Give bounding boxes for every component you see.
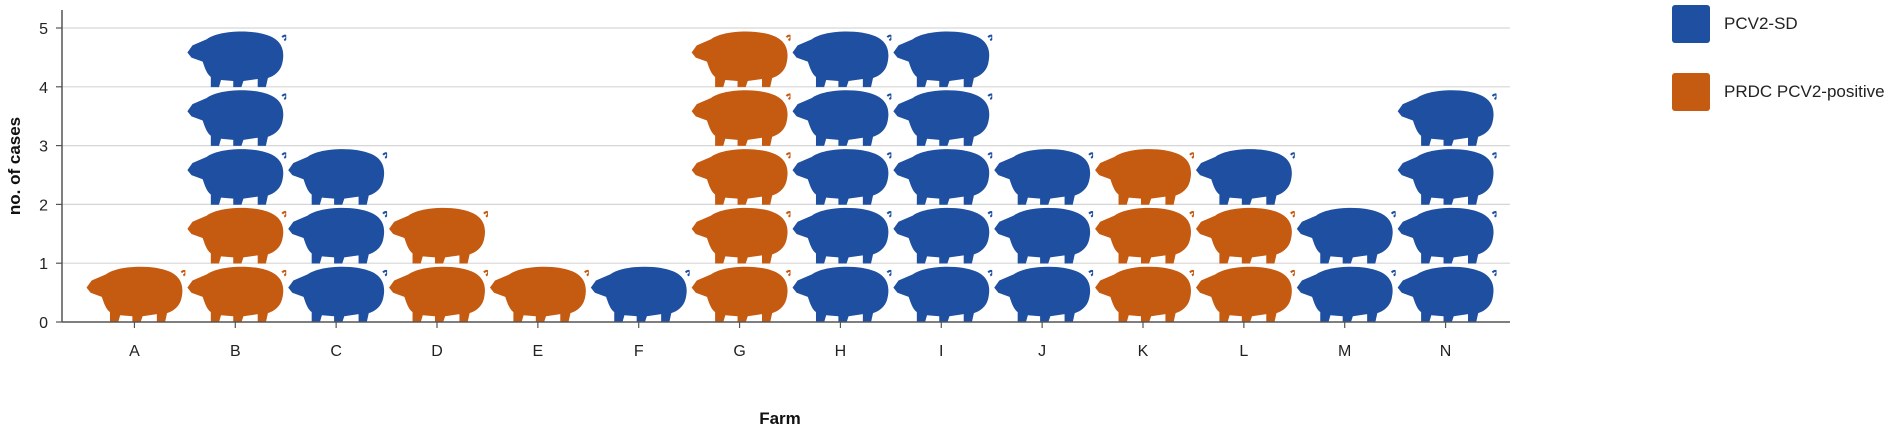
- y-axis-title: no. of cases: [5, 117, 24, 215]
- x-tick-label-N: N: [1440, 343, 1452, 360]
- y-tick-label-2: 2: [39, 197, 48, 214]
- x-tick-label-K: K: [1138, 343, 1149, 360]
- legend-swatch-prdc: [1672, 73, 1710, 111]
- pig-mark-J-pcv2-sd-1: [993, 265, 1094, 324]
- pig-mark-I-pcv2-sd-1: [892, 265, 993, 324]
- pig-mark-H-pcv2-sd-3: [791, 148, 892, 206]
- pig-mark-A-prdc-pcv2-positive-1: [85, 265, 186, 324]
- y-tick-labels: 0 1 2 3 4 5: [39, 21, 62, 332]
- pig-mark-D-prdc-pcv2-positive-2: [388, 206, 488, 265]
- x-tick-label-M: M: [1338, 343, 1351, 360]
- x-axis-title: Farm: [759, 409, 801, 428]
- y-tick-label-4: 4: [39, 80, 48, 97]
- pictogram-bar-chart: 0 1 2 3 4 5 A B C D E F G H I J K L M N Farm no. of cases: [5, 10, 1510, 428]
- x-tick-label-A: A: [129, 343, 140, 360]
- pig-mark-B-prdc-pcv2-positive-2: [186, 206, 287, 265]
- legend-item-prdc-pcv2-positive: PRDC PCV2-positive: [1672, 72, 1900, 112]
- x-tick-label-H: H: [835, 343, 847, 360]
- pig-mark-E-prdc-pcv2-positive-1: [488, 265, 589, 324]
- pig-mark-L-prdc-pcv2-positive-1: [1194, 265, 1295, 324]
- legend-item-pcv2-sd: PCV2-SD: [1672, 4, 1900, 44]
- pig-mark-C-pcv2-sd-3: [287, 148, 388, 206]
- pig-mark-M-pcv2-sd-1: [1295, 265, 1396, 324]
- pig-mark-G-prdc-pcv2-positive-3: [690, 148, 791, 206]
- y-tick-label-5: 5: [39, 21, 48, 38]
- x-tick-label-I: I: [939, 343, 943, 360]
- x-tick-labels: A B C D E F G H I J K L M N: [129, 322, 1451, 360]
- pig-mark-M-pcv2-sd-2: [1295, 206, 1396, 265]
- axes: [61, 10, 1510, 323]
- pig-mark-N-pcv2-sd-1: [1396, 265, 1497, 324]
- pig-mark-B-pcv2-sd-3: [186, 30, 287, 89]
- x-tick-label-F: F: [634, 343, 644, 360]
- pig-mark-B-pcv2-sd-2: [186, 89, 287, 147]
- pig-mark-K-prdc-pcv2-positive-1: [1094, 265, 1194, 324]
- pig-mark-G-prdc-pcv2-positive-5: [690, 30, 791, 89]
- pig-mark-H-pcv2-sd-4: [791, 89, 892, 147]
- pig-mark-H-pcv2-sd-2: [791, 206, 892, 265]
- x-tick-label-G: G: [733, 343, 745, 360]
- pig-mark-G-prdc-pcv2-positive-1: [690, 265, 791, 324]
- y-tick-label-3: 3: [39, 139, 48, 156]
- x-tick-label-E: E: [533, 343, 544, 360]
- pig-mark-F-pcv2-sd-1: [589, 265, 690, 324]
- x-tick-label-J: J: [1038, 343, 1046, 360]
- pig-mark-C-pcv2-sd-2: [287, 206, 388, 265]
- pig-mark-K-prdc-pcv2-positive-2: [1094, 206, 1194, 265]
- pig-mark-L-pcv2-sd-1: [1194, 148, 1295, 206]
- x-tick-label-C: C: [330, 343, 342, 360]
- legend: PCV2-SD PRDC PCV2-positive: [1672, 4, 1900, 140]
- x-tick-label-D: D: [431, 343, 443, 360]
- pig-mark-N-pcv2-sd-3: [1396, 148, 1497, 206]
- pig-mark-J-pcv2-sd-2: [993, 206, 1094, 265]
- pig-mark-L-prdc-pcv2-positive-2: [1194, 206, 1295, 265]
- pig-mark-B-prdc-pcv2-positive-1: [186, 265, 287, 324]
- y-tick-label-1: 1: [39, 256, 48, 273]
- pig-mark-H-pcv2-sd-5: [791, 30, 892, 89]
- legend-label-prdc: PRDC PCV2-positive: [1724, 82, 1885, 101]
- pig-marks: [85, 30, 1497, 324]
- pig-mark-B-pcv2-sd-1: [186, 148, 287, 206]
- legend-label-pcv2-sd: PCV2-SD: [1724, 14, 1798, 33]
- pig-mark-G-prdc-pcv2-positive-2: [690, 206, 791, 265]
- pig-mark-N-pcv2-sd-2: [1396, 206, 1497, 265]
- pig-mark-N-pcv2-sd-4: [1396, 89, 1497, 147]
- x-tick-label-L: L: [1239, 343, 1248, 360]
- x-tick-label-B: B: [230, 343, 241, 360]
- pig-mark-I-pcv2-sd-5: [892, 30, 993, 89]
- pig-mark-I-pcv2-sd-3: [892, 148, 993, 206]
- pig-mark-J-pcv2-sd-3: [993, 148, 1094, 206]
- pig-mark-C-pcv2-sd-1: [287, 265, 388, 324]
- pig-mark-H-pcv2-sd-1: [791, 265, 892, 324]
- pig-mark-D-prdc-pcv2-positive-1: [388, 265, 488, 324]
- legend-swatch-pcv2-sd: [1672, 5, 1710, 43]
- pig-mark-K-prdc-pcv2-positive-3: [1094, 148, 1194, 206]
- pig-mark-I-pcv2-sd-4: [892, 89, 993, 147]
- y-tick-label-0: 0: [39, 315, 48, 332]
- pig-mark-I-pcv2-sd-2: [892, 206, 993, 265]
- pig-mark-G-prdc-pcv2-positive-4: [690, 89, 791, 147]
